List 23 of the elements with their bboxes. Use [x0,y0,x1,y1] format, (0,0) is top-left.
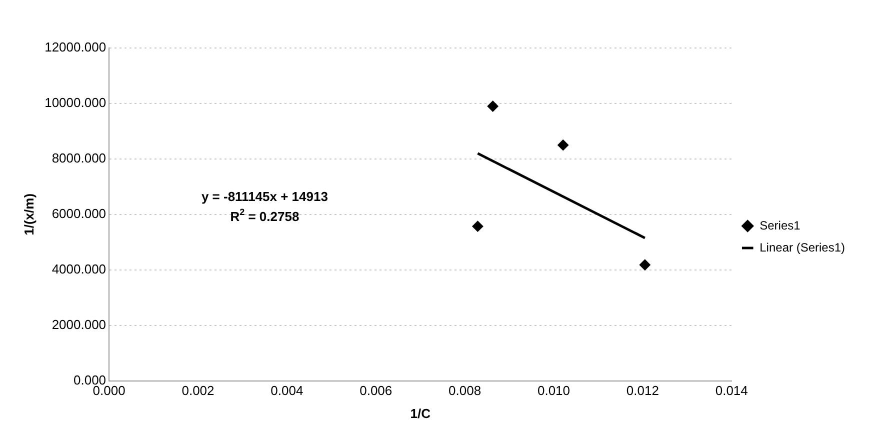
point [558,140,569,151]
x-tick-label: 0.006 [360,383,392,398]
x-tick-label: 0.002 [182,383,214,398]
legend-label: Series1 [760,218,801,232]
y-axis-title: 1/(x/m) [21,193,36,236]
point [487,100,498,112]
x-tick-label: 0.004 [270,383,304,398]
legend-label: Linear (Series1) [760,240,846,254]
x-tick-label: 0.014 [715,383,748,398]
point [472,220,484,232]
y-tick-label: 8000.000 [52,150,106,166]
y-tick-label: 4000.000 [52,261,106,276]
y-tick-label: 6000.000 [52,206,106,221]
y-tick-label: 10000.000 [44,95,106,110]
point [639,259,650,270]
x-tick-label: 0.008 [448,383,482,398]
y-tick-label: 0.000 [74,372,106,388]
y-tick-label: 12000.000 [44,40,106,55]
x-axis-title: 1/C [410,406,432,421]
y-tick-label: 2000.000 [52,316,106,332]
x-tick-label: 0.012 [626,383,659,398]
x-tick-label: 0.010 [537,383,570,398]
annotation: y = -811145x + 14913 [201,189,328,204]
